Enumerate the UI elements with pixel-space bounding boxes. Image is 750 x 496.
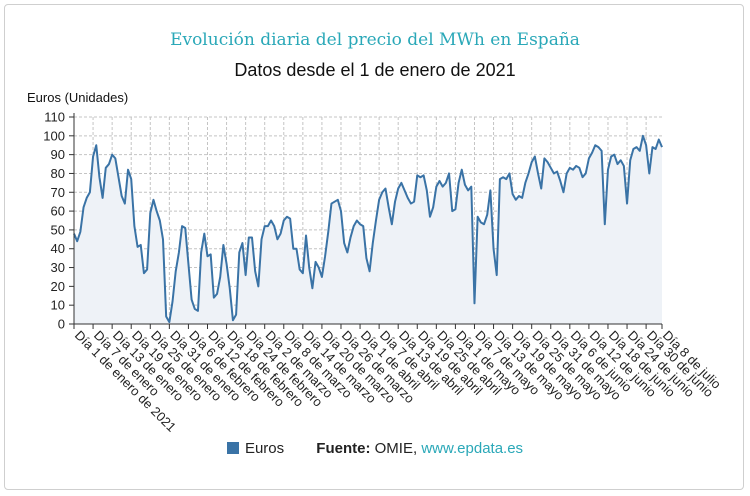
y-tick-label: 10 [51, 298, 65, 313]
source-label: Fuente: [316, 440, 371, 457]
y-tick-label: 20 [51, 279, 65, 294]
legend-swatch [226, 442, 239, 454]
y-tick-label: 90 [51, 147, 65, 162]
y-tick-label: 0 [58, 317, 65, 332]
y-tick-label: 40 [51, 241, 65, 256]
chart-title: Evolución diaria del precio del MWh en E… [170, 30, 580, 50]
legend-label: Euros [244, 440, 285, 457]
y-axis-ticks: 0 10 20 30 40 50 60 70 80 90 100 110 [43, 110, 74, 332]
y-tick-label: 60 [51, 204, 65, 219]
source-name: OMIE, [374, 440, 418, 457]
y-tick-label: 80 [51, 166, 65, 181]
y-axis-label: Euros (Unidades) [27, 90, 129, 105]
chart-footer: Euros Fuente: OMIE, www.epdata.es [0, 440, 750, 457]
legend-item-euros[interactable]: Euros [226, 440, 285, 457]
chart-subtitle: Datos desde el 1 de enero de 2021 [234, 60, 516, 80]
y-tick-label: 110 [44, 110, 65, 125]
y-tick-label: 70 [51, 185, 65, 200]
y-tick-label: 100 [43, 128, 65, 143]
y-tick-label: 30 [51, 260, 65, 275]
y-tick-label: 50 [51, 222, 65, 237]
axes [73, 113, 662, 325]
series-euros [73, 134, 663, 324]
source-link[interactable]: www.epdata.es [421, 440, 524, 457]
series-line [73, 134, 663, 324]
